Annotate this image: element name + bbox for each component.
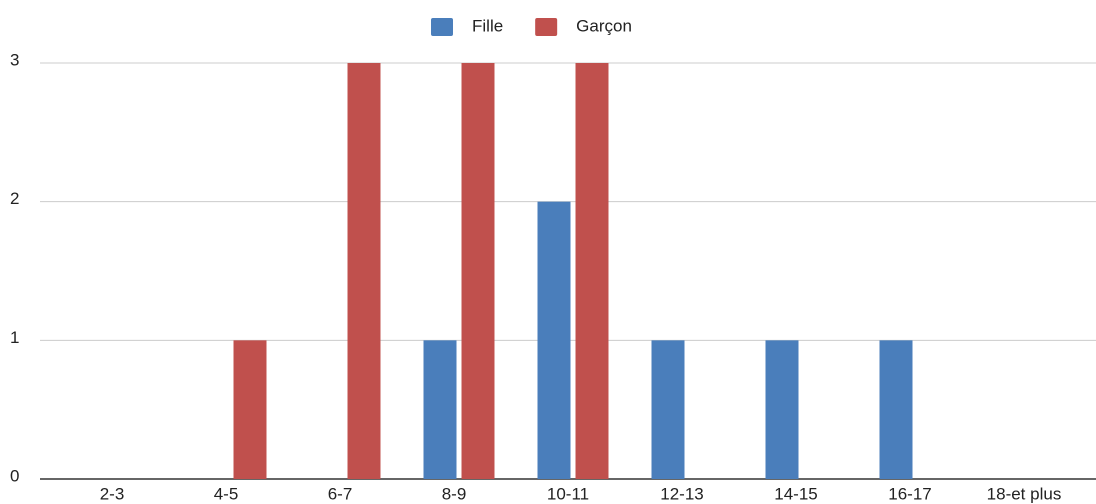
x-tick-label: 14-15 — [774, 484, 817, 503]
bar — [765, 340, 799, 479]
x-tick-label: 2-3 — [100, 484, 125, 503]
bar — [461, 63, 495, 479]
x-tick-label: 6-7 — [328, 484, 353, 503]
x-tick-label: 10-11 — [547, 484, 589, 503]
legend-label: Fille — [472, 16, 503, 35]
x-tick-label: 18-et plus — [987, 484, 1062, 503]
y-tick-label: 1 — [10, 328, 19, 347]
bar — [423, 340, 457, 479]
x-tick-label: 8-9 — [442, 484, 467, 503]
y-tick-label: 2 — [10, 189, 19, 208]
y-tick-label: 0 — [10, 466, 19, 485]
bar — [347, 63, 381, 479]
legend-swatch — [431, 18, 453, 36]
y-tick-label: 3 — [10, 50, 19, 69]
bar — [233, 340, 267, 479]
x-tick-label: 4-5 — [214, 484, 239, 503]
bar — [575, 63, 609, 479]
x-tick-label: 16-17 — [888, 484, 931, 503]
bar — [651, 340, 685, 479]
bar — [537, 201, 571, 479]
legend-swatch — [535, 18, 558, 36]
legend-label: Garçon — [576, 16, 632, 35]
x-tick-label: 12-13 — [660, 484, 703, 503]
bar — [879, 340, 913, 479]
